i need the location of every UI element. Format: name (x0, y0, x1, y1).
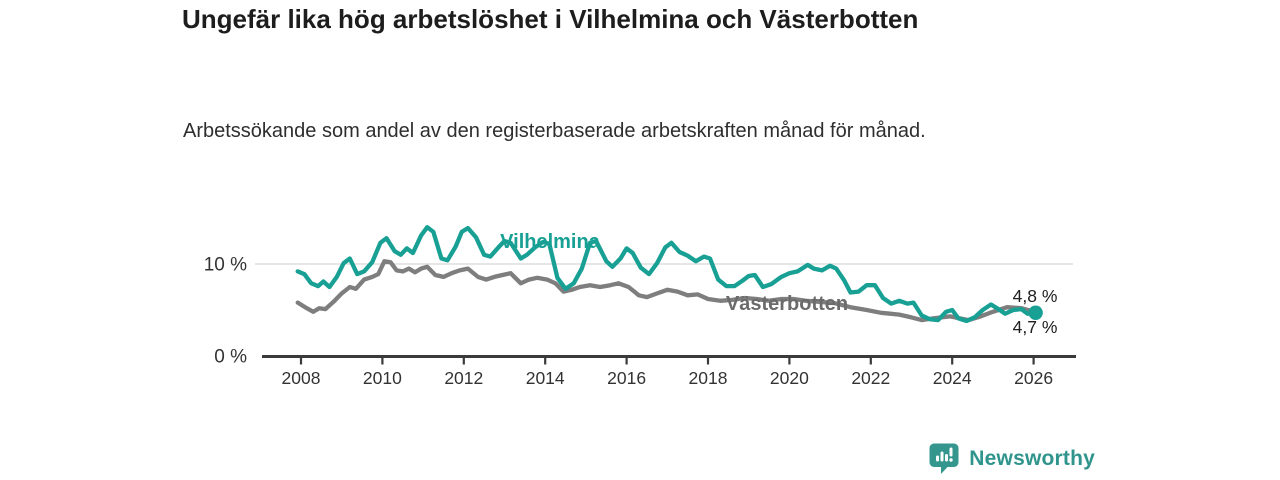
x-tick-label: 2010 (363, 368, 402, 388)
series-line-vilhelmina (295, 225, 1038, 324)
end-dot-vilhelmina (1028, 305, 1043, 320)
series-line-vasterbotten (295, 259, 1038, 323)
x-tick-label: 2026 (1014, 368, 1053, 388)
end-value-label-vasterbotten: 4,8 % (1013, 286, 1058, 306)
chart-subtitle: Arbetssökande som andel av den registerb… (183, 120, 926, 142)
x-tick-label: 2020 (770, 368, 809, 388)
newsworthy-logo-icon (929, 443, 959, 474)
page-title: Ungefär lika hög arbetslöshet i Vilhelmi… (182, 4, 919, 34)
x-tick-label: 2018 (689, 368, 728, 388)
x-tick-label: 2016 (607, 368, 646, 388)
end-value-label-vilhelmina: 4,7 % (1013, 317, 1058, 337)
y-tick-label: 0 % (214, 347, 247, 368)
series-label-vilhelmina: Vilhelmina (500, 231, 601, 253)
y-tick-label: 10 % (204, 255, 247, 276)
x-tick-label: 2014 (526, 368, 565, 388)
series-label-vasterbotten: Västerbotten (726, 293, 848, 315)
x-tick-label: 2012 (444, 368, 483, 388)
x-tick-label: 2008 (282, 368, 321, 388)
x-tick-label: 2022 (851, 368, 890, 388)
x-tick-label: 2024 (933, 368, 972, 388)
brand-name: Newsworthy (969, 446, 1095, 470)
brand-footer: Newsworthy (929, 442, 1095, 475)
